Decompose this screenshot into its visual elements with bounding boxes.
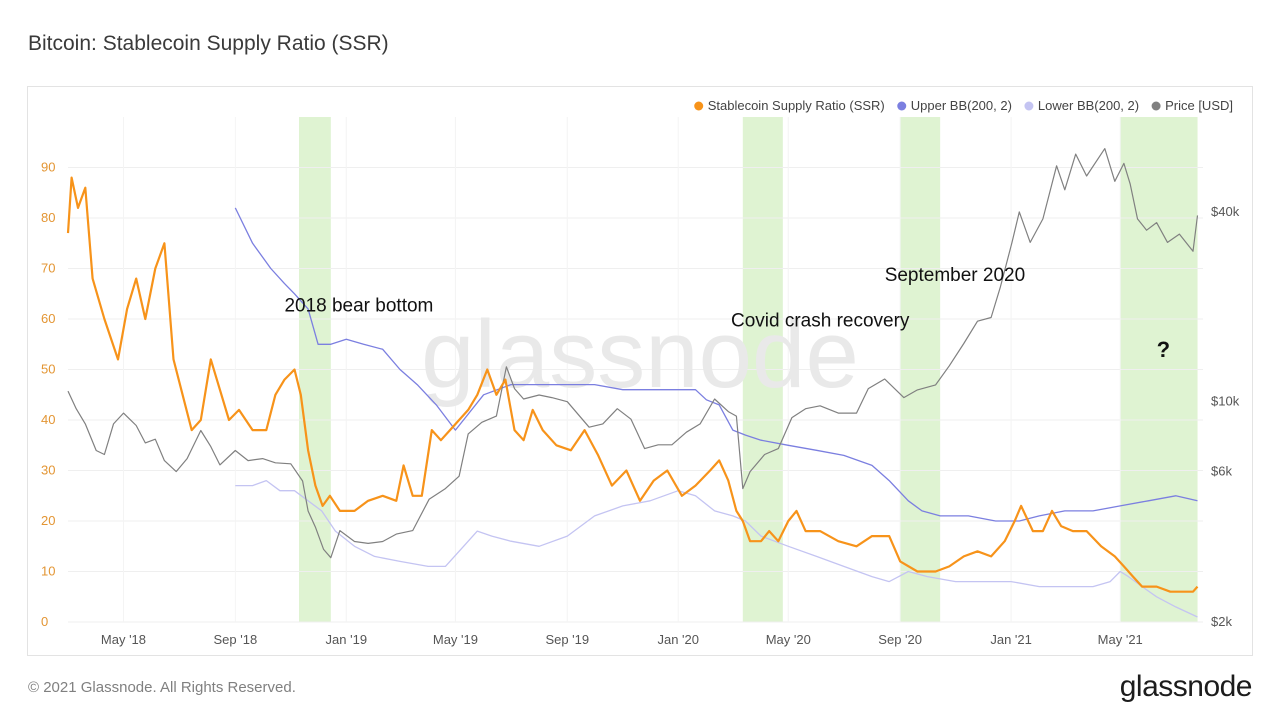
y-left-tick-label: 30 [41,463,55,478]
y-left-tick-label: 50 [41,362,55,377]
legend-label: Price [USD] [1165,98,1233,113]
annotation-4: ? [1157,337,1170,362]
legend-label: Lower BB(200, 2) [1038,98,1139,113]
y-right-tick-label: $10k [1211,394,1240,409]
series-lines [66,147,1199,618]
y-left-tick-label: 0 [41,614,48,629]
x-tick-label: May '20 [766,632,811,647]
copyright-text: © 2021 Glassnode. All Rights Reserved. [28,679,296,696]
price-line [67,147,1199,559]
y-left-tick-label: 20 [41,513,55,528]
glassnode-logo: glassnode [1119,670,1253,703]
annotation-2: Covid crash recovery [731,311,910,332]
x-tick-label: May '18 [101,632,146,647]
legend-dot [897,101,907,111]
legend-label: Stablecoin Supply Ratio (SSR) [708,98,885,113]
y-right-tick-label: $40k [1211,204,1240,219]
chart-frame: glassnode 0 10 20 30 40 50 60 70 80 90 $2k $6k $10k $… [27,86,1253,656]
y-left-tick-label: 70 [41,261,55,276]
legend-dot [1151,101,1161,111]
x-tick-label: May '19 [433,632,478,647]
x-tick-label: Sep '18 [213,632,257,647]
x-tick-label: Jan '20 [657,632,699,647]
legend-label: Upper BB(200, 2) [911,98,1012,113]
y-right-tick-label: $6k [1211,464,1232,479]
ssr-line [66,176,1199,593]
x-tick-label: Sep '19 [545,632,589,647]
lower-bb-line [235,479,1198,618]
y-left-tick-label: 10 [41,564,55,579]
y-left-tick-label: 40 [41,412,55,427]
legend-dot [1024,101,1034,111]
x-tick-label: May '21 [1098,632,1143,647]
upper-bb-line [234,207,1198,522]
grid-lines [68,117,1203,623]
ssr-chart: glassnode 0102030405060708090$2k$6k$10k$… [41,98,1240,648]
annotation-3: September 2020 [885,265,1025,286]
x-tick-label: Jan '21 [990,632,1032,647]
legend-dot [694,101,704,111]
y-left-tick-label: 60 [41,311,55,326]
y-right-tick-label: $2k [1211,614,1232,629]
y-left-tick-label: 80 [41,210,55,225]
y-left-tick-label: 90 [41,160,55,175]
axis-labels: 0 10 20 30 40 50 60 70 80 90 $2k $6k $10k $40k May '18… [41,160,1240,648]
annotations: 2018 bear bottom Covid crash recovery Sept… [284,265,1170,362]
annotation-1: 2018 bear bottom [284,295,433,316]
x-tick-label: Jan '19 [326,632,368,647]
page-title: Bitcoin: Stablecoin Supply Ratio (SSR) [28,32,389,55]
legend: Price [USD] Lower BB(200, 2) Upper BB(200,… [694,98,1233,113]
x-tick-label: Sep '20 [878,632,922,647]
